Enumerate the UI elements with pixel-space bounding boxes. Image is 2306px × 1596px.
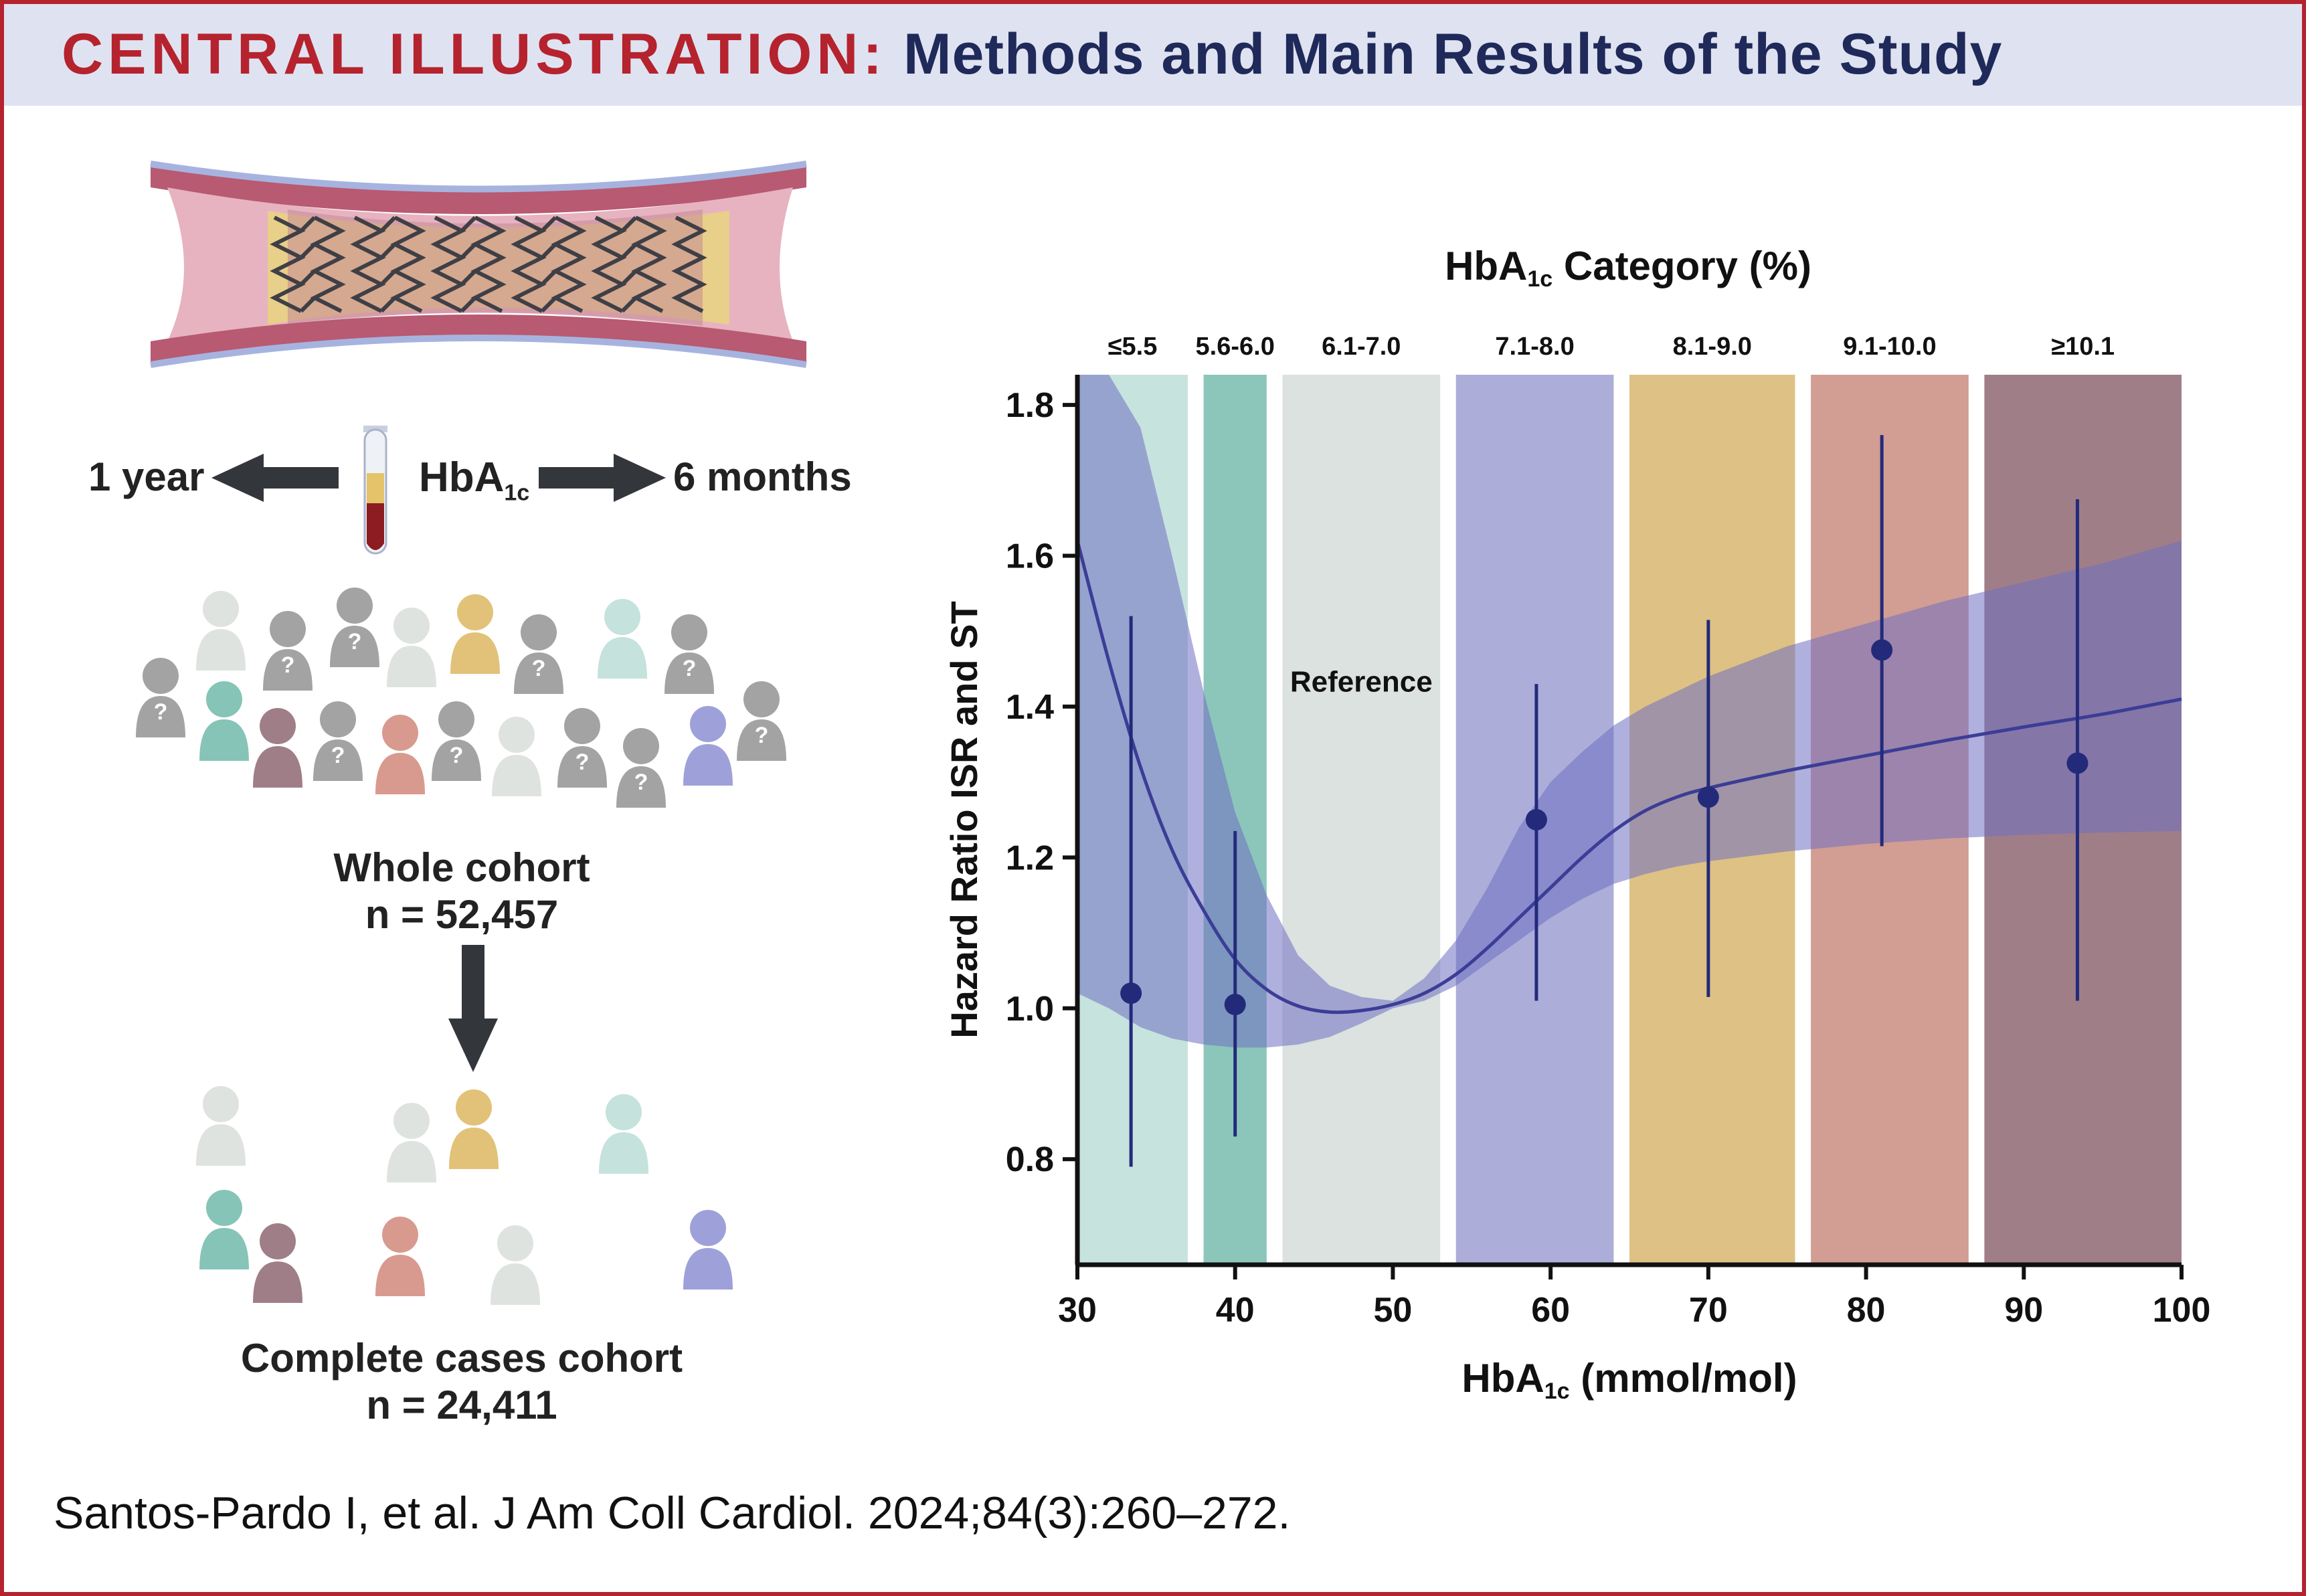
- category-band: [1282, 375, 1441, 1265]
- citation: Santos-Pardo I, et al. J Am Coll Cardiol…: [54, 1488, 1291, 1538]
- x-tick-label: 100: [2153, 1291, 2211, 1330]
- category-label: ≤5.5: [1108, 333, 1158, 361]
- complete-cohort-label: Complete cases cohort: [240, 1336, 683, 1381]
- category-label: 9.1-10.0: [1843, 333, 1936, 361]
- x-tick-label: 90: [2004, 1291, 2043, 1330]
- data-point: [1224, 994, 1246, 1016]
- y-axis-label: Hazard Ratio ISR and ST: [943, 601, 985, 1038]
- category-label: 7.1-8.0: [1495, 333, 1574, 361]
- svg-text:?: ?: [532, 656, 546, 681]
- y-tick-label: 1.6: [1006, 537, 1054, 576]
- axes-layer: 30 40 50 60 70 80 90 100 0.8 1.0 1.2 1.4 1.6 1.8: [1006, 375, 2211, 1330]
- header-title: Methods and Main Results of the Study: [903, 22, 2003, 86]
- complete-cohort-caption: Complete cases cohort n = 24,411: [221, 1335, 703, 1429]
- unknown-marker: ?: [281, 652, 295, 678]
- y-tick-label: 1.4: [1006, 688, 1054, 727]
- category-label: 8.1-9.0: [1673, 333, 1752, 361]
- y-tick-label: 1.2: [1006, 838, 1054, 877]
- arrow-right-icon: [539, 454, 666, 502]
- whole-cohort-label: Whole cohort: [333, 845, 590, 890]
- y-tick-label: 1.8: [1006, 386, 1054, 425]
- category-label: ≥10.1: [2051, 333, 2115, 361]
- data-point: [1120, 982, 1142, 1004]
- svg-text:?: ?: [450, 743, 464, 768]
- category-labels: ≤5.5 5.6-6.0 6.1-7.0 7.1-8.0 8.1-9.0 9.1-10.0…: [1108, 333, 2115, 361]
- y-tick-label: 0.8: [1006, 1140, 1054, 1179]
- data-point: [2066, 752, 2089, 774]
- right-time-label: 6 months: [673, 454, 852, 499]
- y-tick-label: 1.0: [1006, 990, 1054, 1029]
- data-point: [1525, 809, 1547, 830]
- header-text: CENTRAL ILLUSTRATION: Methods and Main R…: [62, 21, 2002, 88]
- arrow-left-icon: [211, 454, 339, 502]
- biomarker-subscript: 1c: [504, 480, 530, 506]
- complete-cohort-n: n = 24,411: [366, 1383, 557, 1427]
- svg-text:?: ?: [331, 743, 345, 768]
- x-tick-label: 70: [1689, 1291, 1728, 1330]
- person-icon: [136, 588, 786, 808]
- svg-text:?: ?: [755, 723, 769, 748]
- data-point: [1697, 786, 1719, 808]
- x-tick-label: 40: [1216, 1291, 1255, 1330]
- whole-cohort-n: n = 52,457: [365, 892, 559, 937]
- reference-label: Reference: [1290, 665, 1433, 698]
- biomarker-text: HbA: [419, 454, 505, 501]
- biomarker-label: HbA1c: [419, 454, 529, 506]
- data-point: [1871, 639, 1893, 661]
- confidence-band: [1077, 375, 2182, 1048]
- header-label: CENTRAL ILLUSTRATION:: [62, 22, 887, 86]
- whole-cohort-caption: Whole cohort n = 52,457: [261, 845, 662, 938]
- svg-text:?: ?: [575, 749, 590, 775]
- x-tick-label: 60: [1531, 1291, 1570, 1330]
- category-label: 5.6-6.0: [1196, 333, 1275, 361]
- left-time-label: 1 year: [88, 454, 205, 499]
- blood-tube-icon: [363, 426, 387, 555]
- stent-artery-illustration: [150, 161, 807, 368]
- svg-text:?: ?: [348, 629, 362, 654]
- spline-layer: [1075, 540, 2182, 1014]
- confidence-band-layer: [1077, 375, 2182, 1048]
- whole-cohort-people: ? ? ? ? ? ? ? ? ? ?: [136, 588, 786, 808]
- svg-text:?: ?: [634, 770, 648, 795]
- complete-cohort-people: [196, 1086, 733, 1305]
- x-tick-label: 80: [1847, 1291, 1886, 1330]
- x-tick-label: 30: [1058, 1291, 1097, 1330]
- arrow-down-icon: [448, 945, 498, 1072]
- person-icon: [196, 1086, 733, 1305]
- chart-title: HbA1c Category (%): [1445, 244, 1811, 292]
- spline-line: [1075, 540, 2182, 1014]
- points-layer: [1120, 435, 2089, 1167]
- x-axis-label: HbA1c (mmol/mol): [1461, 1356, 1797, 1404]
- svg-text:?: ?: [683, 656, 697, 681]
- figure-header: CENTRAL ILLUSTRATION: Methods and Main R…: [4, 4, 2302, 106]
- category-label: 6.1-7.0: [1322, 333, 1401, 361]
- x-tick-label: 50: [1374, 1291, 1413, 1330]
- hazard-ratio-chart: ≤5.5 5.6-6.0 6.1-7.0 7.1-8.0 8.1-9.0 9.1-10.0…: [943, 244, 2211, 1404]
- svg-text:?: ?: [154, 699, 168, 725]
- methods-panel: 1 year HbA1c 6 months: [0, 0, 923, 1596]
